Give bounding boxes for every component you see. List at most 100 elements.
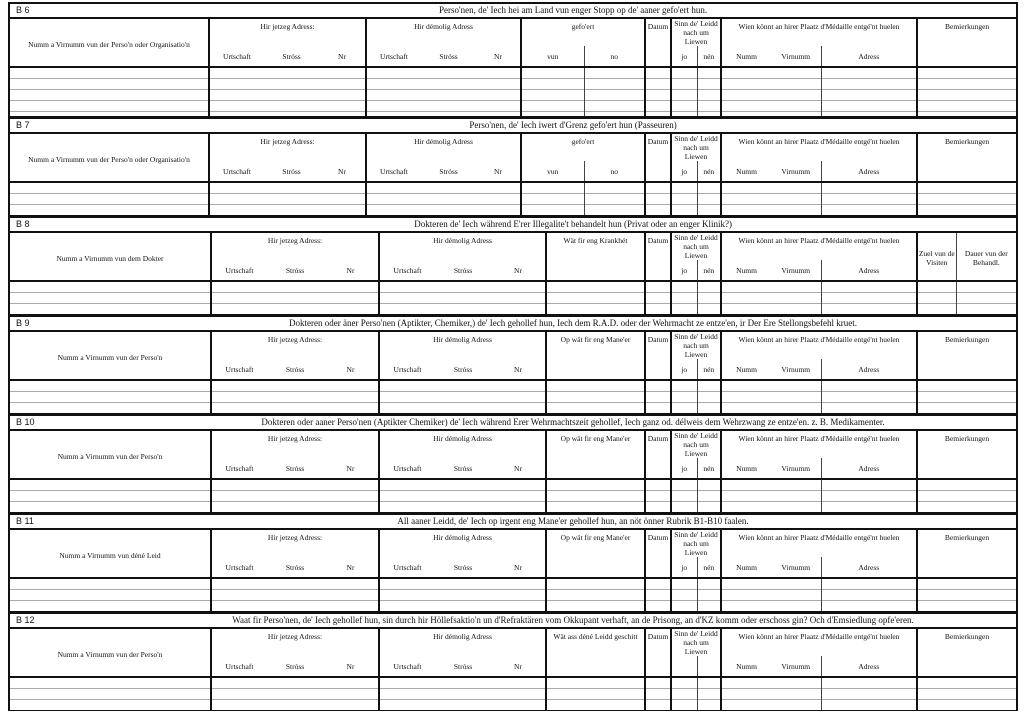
medal-name-entry[interactable]: [720, 379, 821, 414]
former-address-entry[interactable]: [365, 66, 521, 117]
yes-label: jo: [670, 458, 697, 479]
date-entry[interactable]: [644, 280, 671, 315]
third-entry[interactable]: [545, 676, 645, 711]
current-address-entry[interactable]: [210, 379, 379, 414]
yes-entry[interactable]: [670, 181, 697, 216]
no-entry[interactable]: [696, 676, 721, 711]
medal-address-entry[interactable]: [820, 66, 917, 117]
date-entry[interactable]: [644, 66, 671, 117]
medal-name-entry[interactable]: [720, 181, 821, 216]
date-entry[interactable]: [644, 676, 671, 711]
former-address-entry[interactable]: [365, 181, 521, 216]
yes-entry[interactable]: [670, 379, 697, 414]
former-address-entry[interactable]: [378, 478, 546, 513]
remarks-entry[interactable]: [915, 478, 1018, 513]
no-entry[interactable]: [696, 280, 721, 315]
no-label: nén: [696, 458, 721, 479]
yes-entry[interactable]: [670, 478, 697, 513]
date-entry[interactable]: [644, 181, 671, 216]
third-entry[interactable]: [545, 577, 645, 612]
no-entry[interactable]: [696, 577, 721, 612]
former-address-entry[interactable]: [378, 676, 546, 711]
medal-address-entry[interactable]: [820, 181, 917, 216]
name-entry[interactable]: [9, 379, 211, 414]
medal-firstname-label: Virnumm: [781, 265, 811, 275]
medal-name-entry[interactable]: [720, 676, 821, 711]
dotted-lines: [646, 282, 670, 314]
yes-entry[interactable]: [670, 676, 697, 711]
former-street-label: Stróss: [453, 562, 473, 572]
current-address-entry[interactable]: [208, 181, 366, 216]
medal-address-entry[interactable]: [820, 577, 917, 612]
name-entry[interactable]: [9, 66, 209, 117]
name-entry[interactable]: [9, 577, 211, 612]
current-address-entry[interactable]: [210, 676, 379, 711]
dotted-lines: [547, 579, 644, 611]
duration-entry[interactable]: [955, 280, 1018, 315]
former-address-entry[interactable]: [378, 577, 546, 612]
medal-name-entry[interactable]: [720, 280, 821, 315]
dotted-lines: [547, 480, 644, 512]
name-entry[interactable]: [9, 676, 211, 711]
from-entry[interactable]: [520, 181, 584, 216]
remarks-entry[interactable]: [915, 66, 1018, 117]
to-entry[interactable]: [583, 66, 645, 117]
from-entry[interactable]: [520, 66, 584, 117]
former-number-label: Nr: [514, 364, 522, 374]
name-entry[interactable]: [9, 181, 209, 216]
transported-header: gefo'ert: [520, 18, 645, 46]
dotted-lines: [367, 68, 520, 116]
former-locality-label: Urtschaft: [365, 46, 421, 67]
date-entry[interactable]: [644, 577, 671, 612]
remarks-entry[interactable]: [915, 379, 1018, 414]
yes-entry[interactable]: [670, 66, 697, 117]
medal-address-entry[interactable]: [820, 478, 917, 513]
yes-entry[interactable]: [670, 280, 697, 315]
medal-address-entry[interactable]: [820, 379, 917, 414]
current-street-label: Stróss: [282, 166, 301, 176]
medal-name-entry[interactable]: [720, 478, 821, 513]
medal-address-entry[interactable]: [820, 280, 917, 315]
name-entry[interactable]: [9, 478, 211, 513]
section-header: B 11 All aaner Leidd, de' Iech op irgent …: [9, 513, 1018, 530]
dotted-lines: [918, 381, 1017, 413]
yes-label: jo: [670, 359, 697, 380]
remarks-entry[interactable]: [915, 676, 1018, 711]
current-locality-label: Urtschaft: [208, 161, 264, 182]
remarks-entry[interactable]: [915, 181, 1018, 216]
date-entry[interactable]: [644, 379, 671, 414]
medal-name-entry[interactable]: [720, 577, 821, 612]
current-address-entry[interactable]: [210, 577, 379, 612]
no-entry[interactable]: [696, 478, 721, 513]
remarks-entry[interactable]: [915, 577, 1018, 612]
section-header: B 9 Dokteren oder äner Perso'nen (Aptikte…: [9, 315, 1018, 332]
to-entry[interactable]: [583, 181, 645, 216]
former-address-entry[interactable]: [378, 379, 546, 414]
medal-address-entry[interactable]: [820, 676, 917, 711]
current-address-entry[interactable]: [210, 478, 379, 513]
current-number-label: Nr: [346, 364, 355, 374]
visits-entry[interactable]: [916, 280, 956, 315]
current-address-entry[interactable]: [208, 66, 366, 117]
name-entry[interactable]: [9, 280, 211, 315]
current-locality-label: Urtschaft: [210, 260, 267, 281]
third-entry[interactable]: [545, 379, 645, 414]
dotted-lines: [821, 678, 916, 710]
life-risk-header: Sinn de' Leidd nach um Liewen: [670, 331, 721, 359]
third-entry[interactable]: [545, 280, 645, 315]
date-entry[interactable]: [644, 478, 671, 513]
yes-entry[interactable]: [670, 577, 697, 612]
former-address-entry[interactable]: [378, 280, 546, 315]
third-entry[interactable]: [545, 478, 645, 513]
dotted-lines: [722, 68, 821, 116]
medal-address-label: Adress: [820, 557, 917, 578]
date-header: Datum: [644, 232, 671, 281]
medal-name-label: Numm: [720, 359, 771, 380]
current-number-label: Nr: [338, 51, 346, 61]
current-address-entry[interactable]: [210, 280, 379, 315]
medal-name-entry[interactable]: [720, 66, 821, 117]
no-entry[interactable]: [696, 379, 721, 414]
current-address-header: Hir jetzeg Adress:: [210, 331, 379, 359]
no-entry[interactable]: [696, 181, 721, 216]
no-entry[interactable]: [696, 66, 721, 117]
